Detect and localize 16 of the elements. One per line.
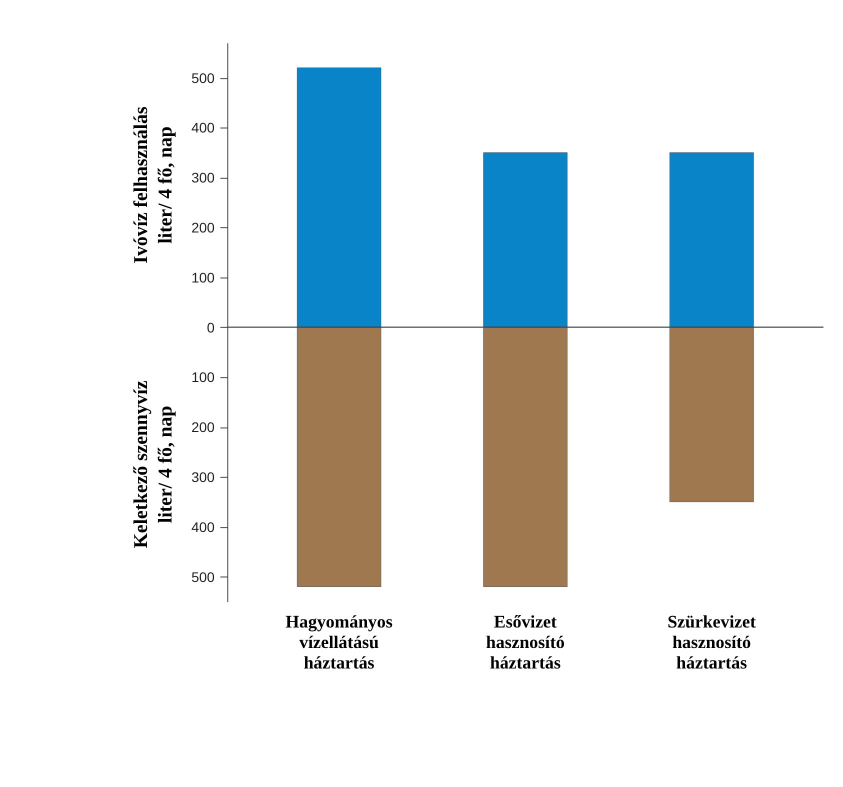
y-tick-label: 500 [191, 70, 215, 86]
y-axis-title: Ivóvíz felhasználás liter/ 4 fő, nap [131, 106, 176, 264]
y-tick-label: 0 [206, 319, 215, 336]
y-tick-label: 300 [191, 469, 215, 486]
y-tick-label: 500 [191, 568, 215, 585]
y-tick-label: 200 [191, 220, 215, 236]
y-tick-label: 400 [191, 518, 215, 535]
y-tick-label: 200 [191, 419, 215, 436]
y-tick-label: 300 [191, 170, 215, 186]
y-tick-label: 100 [191, 269, 215, 286]
x-tick-label: Hagyományos vízellátású háztartás [286, 611, 393, 672]
x-tick-label: Esővizet hasznosító háztartás [486, 611, 565, 672]
y-tick-label: 100 [191, 369, 215, 386]
y-tick-label: 400 [191, 120, 215, 136]
text: Keletkező szennyvíz liter/ 4 fő, nap [131, 380, 176, 548]
x-tick-label: Szürkevizet hasznosító háztartás [667, 611, 756, 672]
